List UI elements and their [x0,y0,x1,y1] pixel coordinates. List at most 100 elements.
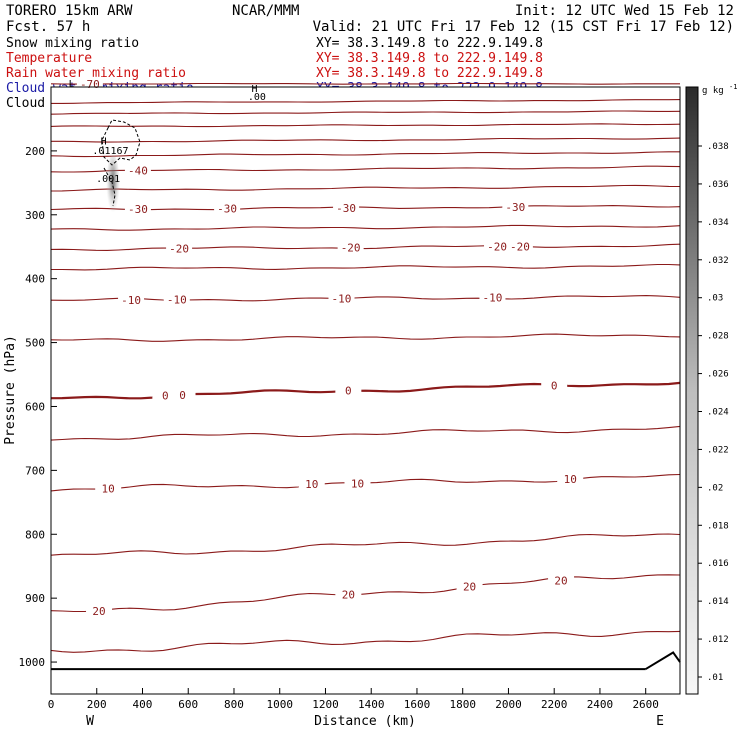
colorbar-tick-label: .038 [707,142,729,152]
x-tick-label: 2400 [587,698,614,711]
colorbar-tick-label: .022 [707,445,729,455]
x-tick-label: 600 [178,698,198,711]
isotherm-label: 20 [554,574,567,587]
y-tick-label: 1000 [19,656,46,669]
isotherm-label: -20 [487,241,507,254]
colorbar-tick-label: .02 [707,483,723,493]
isotherm-label: -20 [169,243,189,256]
isotherm-label-bg [506,239,533,253]
isotherm-label-bg [479,290,506,304]
model-title: TORERO 15km ARW [6,3,133,19]
isotherm-label-bg [502,199,529,213]
colorbar-tick-label: .016 [707,559,729,569]
isotherm-label: 0 [179,389,186,402]
isotherm-label-bg [86,603,113,617]
annotation-label: H [101,137,107,148]
isotherm-label-bg [214,201,241,215]
mixing-ratio-features [101,119,141,219]
y-tick-label: 800 [25,528,45,541]
isotherm-label: -10 [121,294,141,307]
isotherm-minus15 [51,263,681,271]
field-xy: XY= 38.3.149.8 to 222.9.149.8 [316,51,543,66]
isotherm-label: -30 [217,203,237,216]
isotherm-label-bg [166,241,193,255]
x-tick-label: 0 [48,698,55,711]
field-name: Rain water mixing ratio [6,66,186,81]
isotherm-label: -40 [128,165,148,178]
colorbar-tick-label: .026 [707,370,729,380]
isotherm-label: 0 [162,389,169,402]
x-tick-label: 1800 [449,698,476,711]
colorbar-tick-label: .018 [707,521,729,531]
isotherm-label-bg [328,291,355,305]
x-tick-label: 1600 [404,698,431,711]
field-xy: XY= 38.3.149.8 to 222.9.149.8 [316,36,543,51]
isotherm-label-bg [333,200,360,214]
isotherm-minus25 [50,224,681,231]
isotherm-minus30 [50,205,681,211]
annotation-label: L [69,79,75,90]
x-tick-label: 1000 [266,698,293,711]
isotherm-label: -20 [341,241,361,254]
annotation-label: .00 [248,92,266,103]
y-tick-label: 600 [25,400,45,413]
isotherm-15 [50,533,681,556]
isotherm-label-bg [557,471,584,485]
colorbar-ticks: .038 .036 .034 .032 .03 .028 .026 .024 .022 .02 .0… [698,142,729,683]
isotherm-minus20 [50,243,681,251]
isotherm-label-bg [541,378,568,392]
isotherm-25 [50,630,681,653]
colorbar-tick-label: .034 [707,218,729,228]
isotherm-label: -30 [128,203,148,216]
center-title: NCAR/MMM [232,3,299,19]
isotherm-label: 10 [564,473,577,486]
x-axis-label: Distance (km) [314,714,416,729]
colorbar-tick-label: .028 [707,332,729,342]
field-name: Snow mixing ratio [6,36,139,51]
snow-ratio-contour [101,119,141,166]
y-tick-label: 200 [25,145,45,158]
valid-time: Valid: 21 UTC Fri 17 Feb 12 (15 CST Fri … [313,19,734,35]
annotation-label: .01167 [92,146,128,157]
y-tick-label: 500 [25,337,45,350]
field-name: Temperature [6,51,92,66]
colorbar-unit-exponent: -1 [729,83,737,91]
isotherm-minus65 [51,99,681,104]
isotherm-label: 10 [102,482,115,495]
isotherm-label-bg [335,383,362,397]
x-tick-label: 2000 [495,698,522,711]
header: TORERO 15km ARW NCAR/MMM Init: 12 UTC We… [6,3,734,35]
isotherm-label: 0 [345,385,352,398]
isotherm-label-bg [456,579,483,593]
colorbar-tick-label: .01 [707,673,723,683]
x-tick-label: 1200 [312,698,339,711]
isotherm-20 [50,574,681,613]
colorbar-tick-label: .03 [707,294,723,304]
isotherm-label-bg [337,240,364,254]
isotherm-label: 20 [92,605,105,618]
isotherm-label: -30 [336,202,356,215]
isotherm-label-bg [124,202,151,216]
isotherm-label-bg [335,587,362,601]
isotherm-label: -10 [483,292,503,305]
colorbar-tick-label: .036 [707,180,729,190]
x-axis-west-label: W [86,714,94,729]
colorbar-tick-label: .032 [707,256,729,266]
isotherm-label-bg [169,387,196,401]
isotherm-label: -20 [510,240,530,253]
x-tick-label: 800 [224,698,244,711]
x-tick-label: 200 [87,698,107,711]
x-tick-label: 2600 [632,698,659,711]
x-tick-label: 2200 [541,698,568,711]
x-tick-label: 1400 [358,698,385,711]
field-xy: XY= 38.3.149.8 to 222.9.149.8 [316,66,543,81]
isotherm-label: 10 [351,477,364,490]
isotherm-label: 20 [463,580,476,593]
y-tick-label: 700 [25,464,45,477]
x-axis-east-label: E [656,714,664,729]
isotherm-label-bg [548,573,575,587]
isotherm-minus40 [50,165,681,173]
